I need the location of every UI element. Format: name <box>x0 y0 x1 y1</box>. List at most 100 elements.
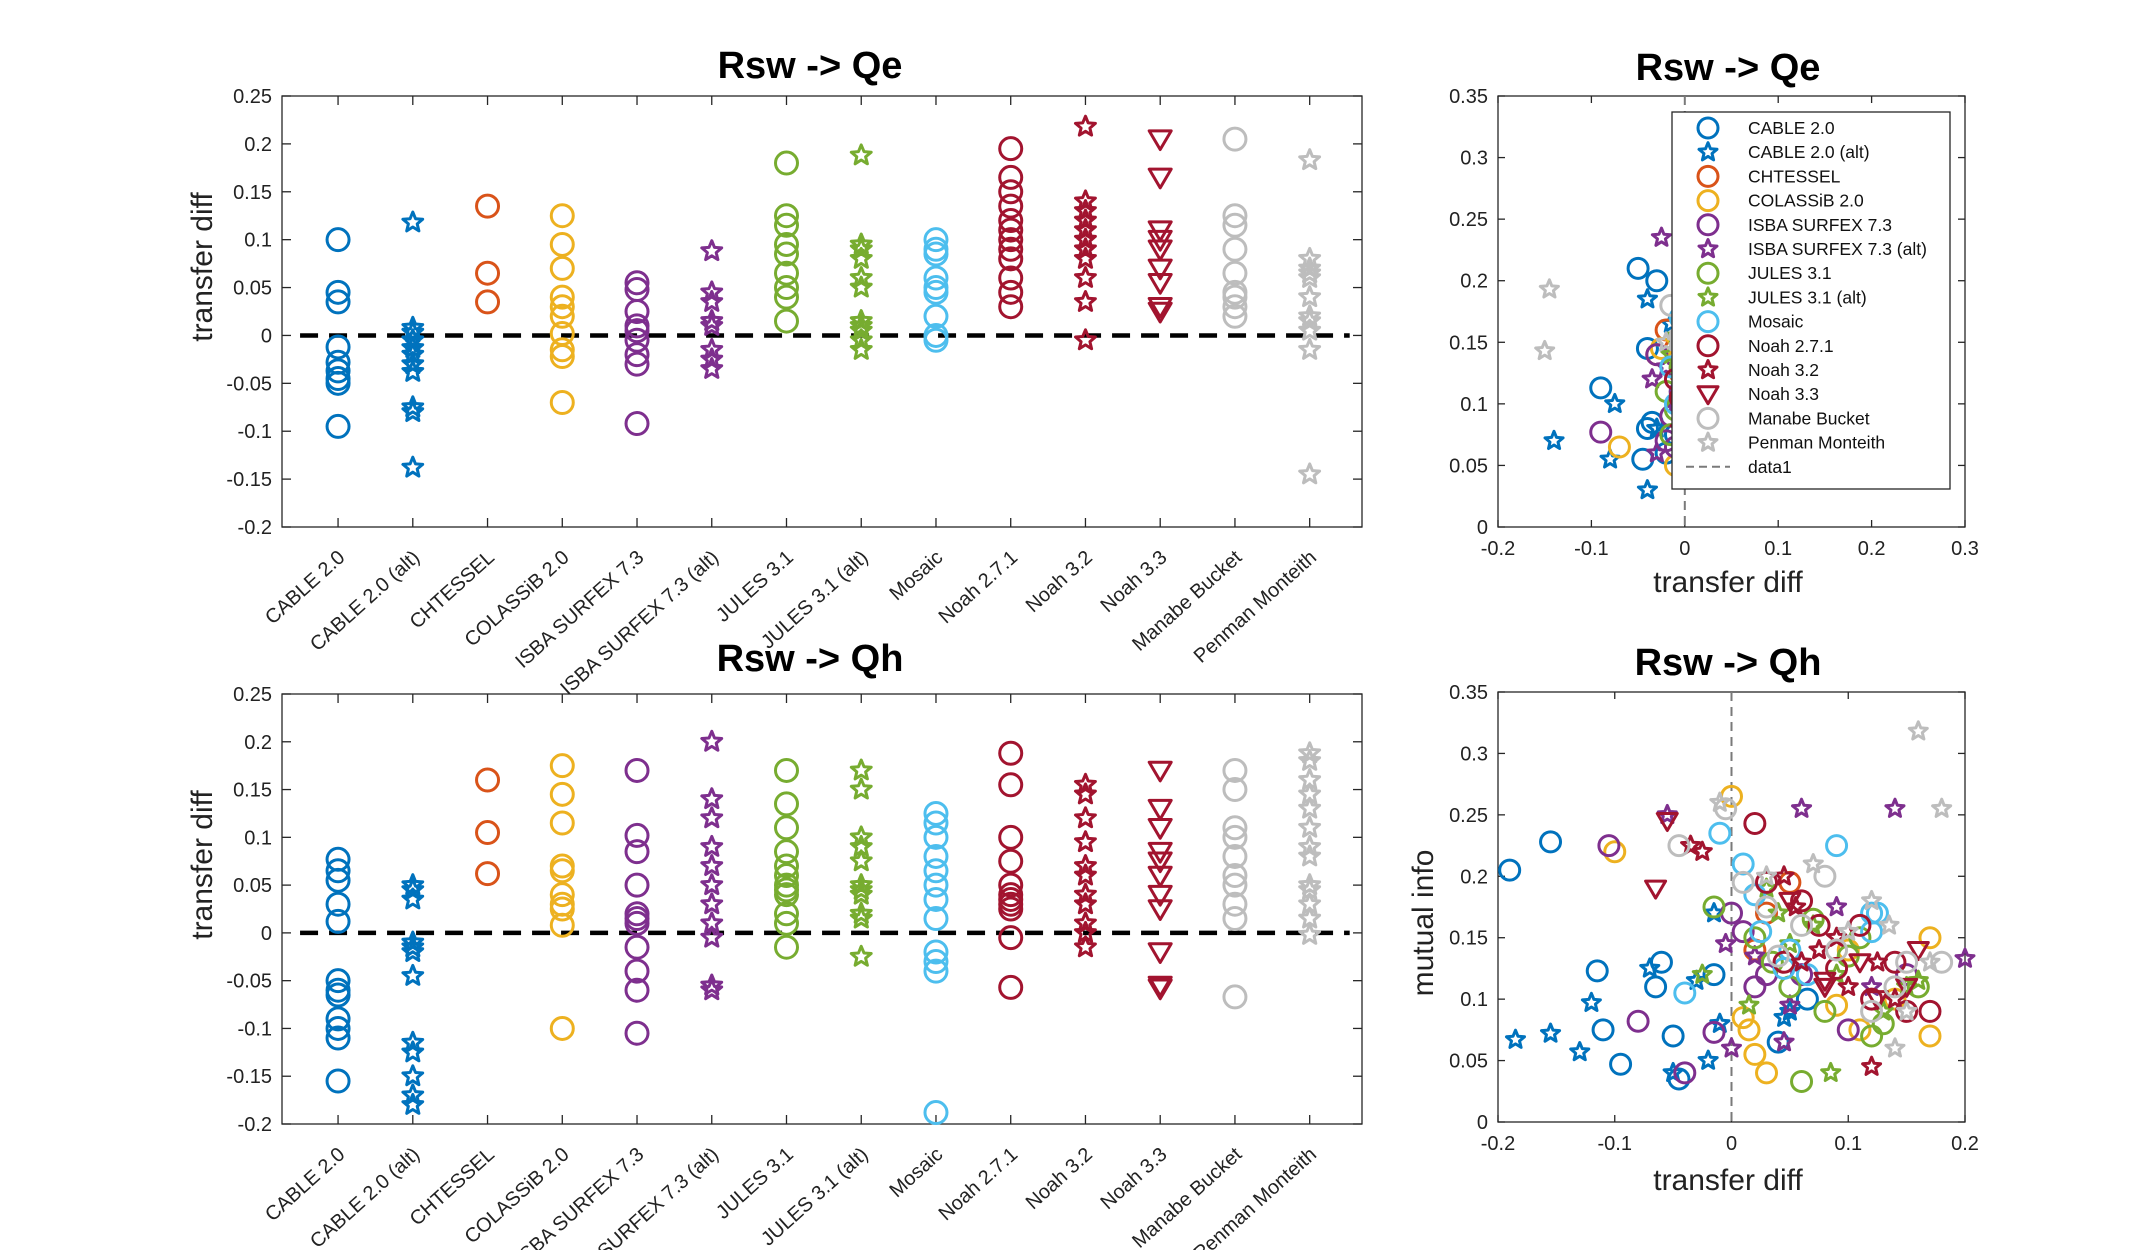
y-tick-label: 0 <box>261 923 272 945</box>
point-noah-2-7-1 <box>998 824 1024 850</box>
point-noah-3-3 <box>1147 865 1173 888</box>
point-mosaic <box>923 906 949 932</box>
point-jules-3-1 <box>773 212 799 238</box>
legend-marker-mosaic <box>1696 310 1720 334</box>
point-isba-surfex-7-3-alt <box>700 854 724 876</box>
y-tick-label: -0.15 <box>226 1066 272 1088</box>
point-jules-3-1-alt <box>849 266 873 288</box>
point-jules-3-1-alt <box>849 906 873 929</box>
point-isba-surfex-7-3-alt <box>700 978 724 1001</box>
point-isba-surfex-7-3 <box>624 958 650 984</box>
point-penman-monteith <box>1538 278 1560 299</box>
point-isba-surfex-7-3 <box>624 822 650 848</box>
point-cable-2-0-alt <box>401 210 425 233</box>
point-mosaic <box>923 939 949 965</box>
point-noah-3-3 <box>1644 879 1668 900</box>
x-tick-label: 0 <box>1679 538 1690 560</box>
point-noah-3-2 <box>1074 892 1097 915</box>
point-noah-3-3 <box>1147 818 1173 840</box>
point-noah-2-7-1 <box>998 294 1024 320</box>
x-axis-label: transfer diff <box>1653 1164 1803 1197</box>
legend-marker-chtessel <box>1696 164 1720 188</box>
point-manabe-bucket <box>1222 294 1248 320</box>
point-isba-surfex-7-3 <box>624 299 650 324</box>
y-tick-label: 0.25 <box>233 684 272 706</box>
point-colassib-2-0 <box>1825 993 1849 1017</box>
point-cable-2-0-alt <box>1779 1000 1801 1021</box>
point-cable-2-0-alt <box>1646 417 1668 438</box>
y-tick-label: -0.1 <box>238 1018 272 1040</box>
point-colassib-2-0 <box>549 389 575 415</box>
point-colassib-2-0 <box>1918 926 1942 950</box>
legend-label-isba-surfex-7-3: ISBA SURFEX 7.3 <box>1748 215 1892 235</box>
point-isba-surfex-7-3 <box>624 934 650 960</box>
x-tick-label: -0.1 <box>1598 1133 1632 1155</box>
y-tick-label: -0.2 <box>238 517 272 539</box>
point-noah-3-3 <box>1848 953 1872 974</box>
point-noah-3-2 <box>1785 896 1807 917</box>
point-cable-2-0-alt <box>1662 1061 1684 1082</box>
point-noah-3-2 <box>1074 208 1097 231</box>
point-penman-monteith <box>1837 920 1859 941</box>
legend-label-noah-3-3: Noah 3.3 <box>1748 384 1819 404</box>
point-mosaic <box>1708 821 1732 845</box>
point-chtessel <box>475 289 501 315</box>
point-isba-surfex-7-3-alt <box>700 973 724 996</box>
point-noah-2-7-1 <box>1743 811 1767 835</box>
point-mosaic <box>1860 901 1884 925</box>
point-mosaic <box>923 1100 949 1126</box>
point-noah-3-2 <box>1773 865 1795 886</box>
y-tick-label: -0.05 <box>226 971 272 993</box>
point-isba-surfex-7-3-alt <box>700 337 724 360</box>
point-noah-2-7-1 <box>998 925 1024 951</box>
y-tick-label: 0.05 <box>1449 455 1488 477</box>
point-noah-3-2 <box>1861 1055 1883 1076</box>
point-manabe-bucket <box>1222 236 1248 262</box>
point-penman-monteith <box>1861 889 1883 910</box>
point-isba-surfex-7-3-alt <box>1826 896 1848 917</box>
point-jules-3-1 <box>773 284 799 310</box>
point-manabe-bucket <box>1813 864 1837 888</box>
point-noah-3-3 <box>1813 971 1837 992</box>
y-tick-label: 0.1 <box>1460 394 1488 416</box>
point-manabe-bucket <box>1825 938 1849 962</box>
point-cable-2-0 <box>325 1068 351 1094</box>
point-cable-2-0-alt <box>1685 969 1707 990</box>
point-noah-3-2 <box>1074 290 1097 312</box>
point-isba-surfex-7-3-alt <box>700 239 724 262</box>
legend-label-penman-monteith: Penman Monteith <box>1748 433 1885 453</box>
point-jules-3-1-alt <box>849 758 873 781</box>
point-noah-3-3 <box>1147 884 1173 907</box>
legend-marker-manabe-bucket <box>1696 406 1720 430</box>
legend-marker-jules-3-1-alt <box>1697 286 1719 307</box>
point-isba-surfex-7-3 <box>624 839 650 865</box>
point-mosaic <box>923 872 949 898</box>
point-manabe-bucket <box>1222 843 1248 869</box>
legend-marker-isba-surfex-7-3 <box>1696 213 1720 237</box>
point-penman-monteith <box>1298 834 1322 857</box>
point-mosaic <box>923 227 949 253</box>
x-tick-label: 0.1 <box>1834 1133 1862 1155</box>
point-penman-monteith <box>1298 748 1322 771</box>
point-jules-3-1-alt <box>849 237 873 260</box>
point-cable-2-0 <box>325 891 351 917</box>
point-manabe-bucket <box>1667 834 1691 858</box>
legend-label-manabe-bucket: Manabe Bucket <box>1748 408 1870 428</box>
point-jules-3-1-alt <box>849 849 873 872</box>
point-manabe-bucket <box>1895 950 1919 974</box>
point-manabe-bucket <box>1222 212 1248 238</box>
point-jules-3-1 <box>773 791 799 817</box>
y-tick-label: -0.1 <box>238 421 272 443</box>
point-mosaic <box>923 303 949 329</box>
point-cable-2-0-alt <box>401 930 425 953</box>
point-jules-3-1 <box>773 863 799 889</box>
panel-title: Rsw -> Qh <box>717 638 904 680</box>
point-isba-surfex-7-3 <box>624 872 650 898</box>
point-noah-3-3 <box>1147 239 1173 262</box>
point-cable-2-0-alt <box>401 359 425 382</box>
legend-label-data1: data1 <box>1748 457 1792 477</box>
point-isba-surfex-7-3 <box>1731 920 1755 944</box>
point-mosaic <box>923 327 949 353</box>
point-penman-monteith <box>1878 914 1900 935</box>
